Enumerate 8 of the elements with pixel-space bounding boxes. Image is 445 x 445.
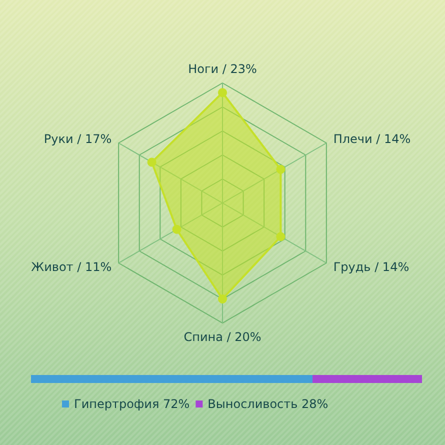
spoke-label: Грудь / 14% — [333, 260, 410, 274]
spoke-label: Ноги / 23% — [188, 62, 257, 76]
legend-label: Выносливость 28% — [208, 397, 328, 411]
spoke-label: Живот / 11% — [31, 260, 112, 274]
spoke-label: Спина / 20% — [184, 330, 262, 344]
spoke-label: Руки / 17% — [44, 132, 112, 146]
legend-label: Гипертрофия 72% — [74, 397, 190, 411]
spoke-label: Плечи / 14% — [333, 132, 411, 146]
